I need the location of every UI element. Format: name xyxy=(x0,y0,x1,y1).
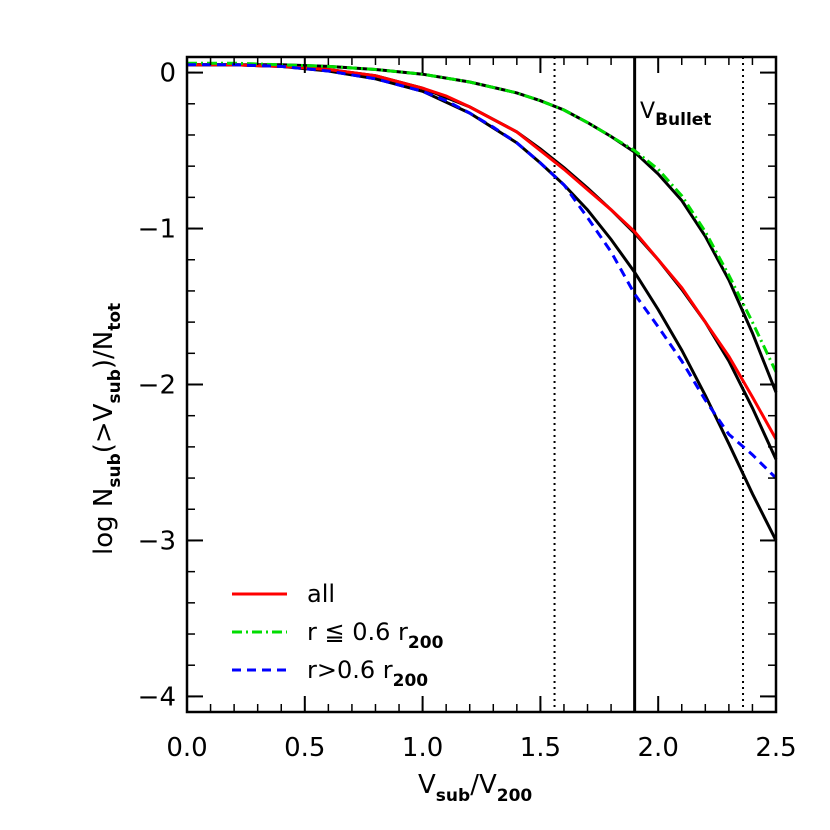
vbullet-label: VBullet xyxy=(640,99,711,130)
x-tick-label: 1.0 xyxy=(402,733,443,763)
x-tick-label: 2.5 xyxy=(755,733,796,763)
x-tick-label: 0.5 xyxy=(284,733,325,763)
x-axis-label: Vsub/V200 xyxy=(418,770,532,806)
y-tick-label: 0 xyxy=(159,59,176,89)
x-tick-label: 2.0 xyxy=(638,733,679,763)
x-axis-label-sub2: 200 xyxy=(497,786,533,806)
x-axis-label-slash: /V xyxy=(470,770,497,800)
x-tick-label: 1.5 xyxy=(520,733,561,763)
y-tick-label: −4 xyxy=(138,682,176,712)
vbullet-label-main: V xyxy=(640,99,655,124)
y-tick-label: −3 xyxy=(138,526,176,556)
x-axis-label-main: V xyxy=(418,770,436,800)
y-axis-label: log Nsub(>Vsub)/Ntot xyxy=(89,303,125,555)
x-tick-label: 0.0 xyxy=(166,733,207,763)
plot-area xyxy=(187,57,776,712)
series-line-2 xyxy=(187,63,778,480)
y-axis-label-mid1: (>V xyxy=(89,403,119,453)
plot-background xyxy=(187,57,776,712)
y-axis-label-sub1: sub xyxy=(105,453,125,487)
legend-label-outer-sub: 200 xyxy=(393,671,429,691)
y-tick-label: −1 xyxy=(138,215,176,245)
series-layer xyxy=(187,57,778,712)
y-axis-label-sub3: tot xyxy=(105,303,125,331)
y-tick-label: −2 xyxy=(138,371,176,401)
x-axis-label-sub1: sub xyxy=(436,786,470,806)
legend: all r ≦ 0.6 r200 r>0.6 r200 xyxy=(232,580,444,691)
series-line-1 xyxy=(187,61,778,373)
axes: 0.0 0.5 1.0 1.5 2.0 2.5 0 −1 −2 −3 −4 xyxy=(138,55,797,763)
legend-label-inner: r ≦ 0.6 r200 xyxy=(307,618,444,653)
y-axis-label-sub2: sub xyxy=(105,369,125,403)
legend-label-outer-main: r>0.6 r xyxy=(307,656,393,684)
legend-label-all-main: all xyxy=(307,580,335,608)
y-axis-label-prefix: log N xyxy=(89,488,119,555)
series-line-0 xyxy=(187,63,778,440)
y-axis-label-mid2: )/N xyxy=(89,331,119,369)
vbullet-label-sub: Bullet xyxy=(655,110,711,130)
legend-label-inner-sub: 200 xyxy=(408,633,444,653)
legend-label-inner-main: r ≦ 0.6 r xyxy=(307,618,408,646)
legend-label-outer: r>0.6 r200 xyxy=(307,656,428,691)
legend-label-all: all xyxy=(307,580,335,608)
